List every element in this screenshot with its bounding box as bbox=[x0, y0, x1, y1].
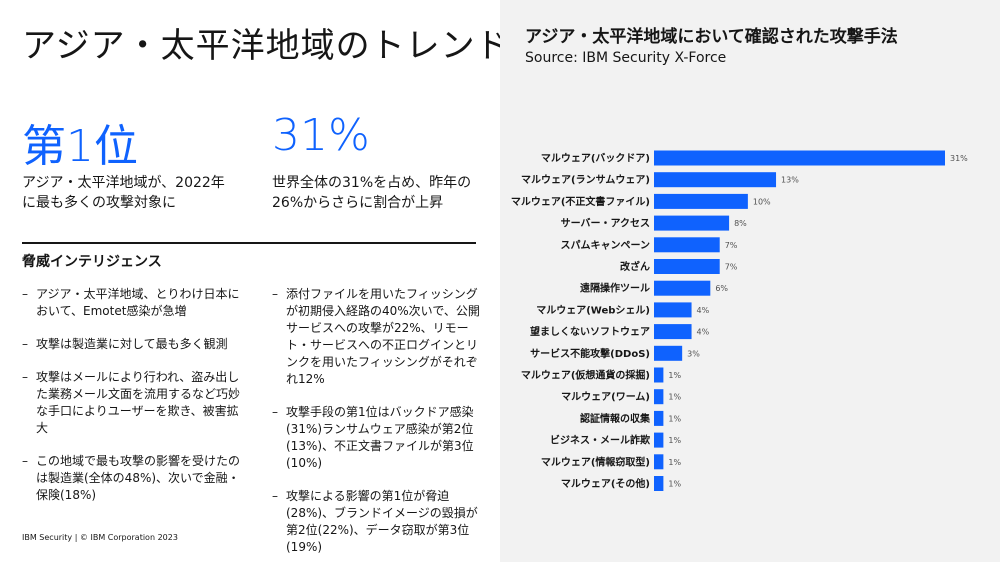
bar bbox=[654, 345, 683, 361]
bar bbox=[654, 410, 664, 426]
footer-copyright: IBM Security | © IBM Corporation 2023 bbox=[22, 533, 178, 542]
bar bbox=[654, 237, 720, 253]
value-label: 1% bbox=[668, 414, 681, 423]
bar bbox=[654, 432, 664, 448]
bullet-list-col2: 添付ファイルを用いたフィッシングが初期侵入経路の40%次いで、公開サービスへの攻… bbox=[272, 286, 487, 572]
category-label: マルウェア(バックドア) bbox=[541, 153, 650, 165]
chart-title: アジア・太平洋地域において確認された攻撃手法 bbox=[525, 27, 898, 47]
bullet-item: この地域で最も攻撃の影響を受けたのは製造業(全体の48%)、次いで金融・保険(1… bbox=[22, 453, 242, 504]
value-label: 4% bbox=[697, 328, 710, 337]
bar bbox=[654, 215, 730, 231]
category-label: 遠隔操作ツール bbox=[580, 282, 650, 295]
value-label: 1% bbox=[668, 371, 681, 380]
bullet-list-col1: アジア・太平洋地域、とりわけ日本において、Emotet感染が急増 攻撃は製造業に… bbox=[22, 286, 242, 520]
value-label: 1% bbox=[668, 393, 681, 402]
section-heading: 脅威インテリジェンス bbox=[22, 254, 162, 270]
category-label: サーバー・アクセス bbox=[561, 218, 650, 230]
stat-share-text: 世界全体の31%を占め、昨年の26%からさらに割合が上昇 bbox=[272, 175, 472, 211]
value-label: 4% bbox=[697, 306, 710, 315]
value-label: 7% bbox=[725, 241, 738, 250]
value-label: 7% bbox=[725, 263, 738, 272]
bullet-item: 添付ファイルを用いたフィッシングが初期侵入経路の40%次いで、公開サービスへの攻… bbox=[272, 286, 487, 388]
bar bbox=[654, 172, 777, 188]
bullet-item: アジア・太平洋地域、とりわけ日本において、Emotet感染が急増 bbox=[22, 286, 242, 320]
bar bbox=[654, 389, 664, 405]
bar bbox=[654, 302, 692, 318]
value-label: 13% bbox=[781, 176, 799, 185]
value-label: 6% bbox=[715, 284, 728, 293]
stat-rank-text: アジア・太平洋地域が、2022年に最も多くの攻撃対象に bbox=[22, 175, 225, 211]
category-label: スパムキャンペーン bbox=[561, 239, 651, 251]
value-label: 10% bbox=[753, 197, 771, 206]
value-label: 1% bbox=[668, 480, 681, 489]
bullet-item: 攻撃は製造業に対して最も多く観測 bbox=[22, 336, 242, 353]
category-label: マルウェア(不正文書ファイル) bbox=[511, 195, 650, 208]
category-label: 改ざん bbox=[620, 260, 650, 273]
category-label: サービス不能攻撃(DDoS) bbox=[530, 347, 650, 360]
bar bbox=[654, 324, 692, 340]
bar bbox=[654, 193, 748, 209]
category-label: マルウェア(ランサムウェア) bbox=[521, 174, 650, 186]
bullet-item: 攻撃手段の第1位はバックドア感染(31%)ランサムウェア感染が第2位(13%)、… bbox=[272, 404, 487, 472]
value-label: 1% bbox=[668, 436, 681, 445]
stat-share-value: 31% bbox=[272, 110, 370, 161]
category-label: マルウェア(ワーム) bbox=[561, 391, 650, 403]
section-divider bbox=[22, 242, 476, 244]
bullet-item: 攻撃による影響の第1位が脅迫(28%)、ブランドイメージの毀損が第2位(22%)… bbox=[272, 488, 487, 556]
bullet-item: 攻撃はメールにより行われ、盗み出した業務メール文面を流用するなど巧妙な手口により… bbox=[22, 369, 242, 437]
value-label: 1% bbox=[668, 458, 681, 467]
bar bbox=[654, 150, 945, 166]
value-label: 3% bbox=[687, 349, 700, 358]
bar bbox=[654, 280, 711, 296]
category-label: マルウェア(Webシェル) bbox=[536, 304, 650, 316]
left-panel: アジア・太平洋地域のトレンド 第1位 アジア・太平洋地域が、2022年に最も多く… bbox=[0, 0, 510, 562]
category-label: 認証情報の収集 bbox=[580, 412, 651, 425]
stat-rank-value: 第1位 bbox=[22, 121, 138, 172]
value-label: 31% bbox=[950, 154, 968, 163]
chart-source: Source: IBM Security X-Force bbox=[525, 50, 727, 66]
bar bbox=[654, 476, 664, 491]
category-label: マルウェア(その他) bbox=[561, 477, 650, 490]
bar-chart: マルウェア(バックドア) 31% マルウェア(ランサムウェア) 13% マルウェア(不正… bbox=[511, 150, 968, 491]
bar bbox=[654, 259, 720, 274]
bar bbox=[654, 367, 664, 383]
bar bbox=[654, 454, 664, 470]
page-title: アジア・太平洋地域のトレンド bbox=[22, 26, 511, 66]
chart-panel: アジア・太平洋地域において確認された攻撃手法 Source: IBM Secur… bbox=[500, 0, 1000, 562]
category-label: 望ましくないソフトウェア bbox=[530, 325, 650, 338]
category-label: ビジネス・メール詐欺 bbox=[550, 434, 650, 447]
category-label: マルウェア(情報窃取型) bbox=[541, 455, 650, 468]
category-label: マルウェア(仮想通貨の採掘) bbox=[521, 369, 650, 382]
value-label: 8% bbox=[734, 219, 747, 228]
